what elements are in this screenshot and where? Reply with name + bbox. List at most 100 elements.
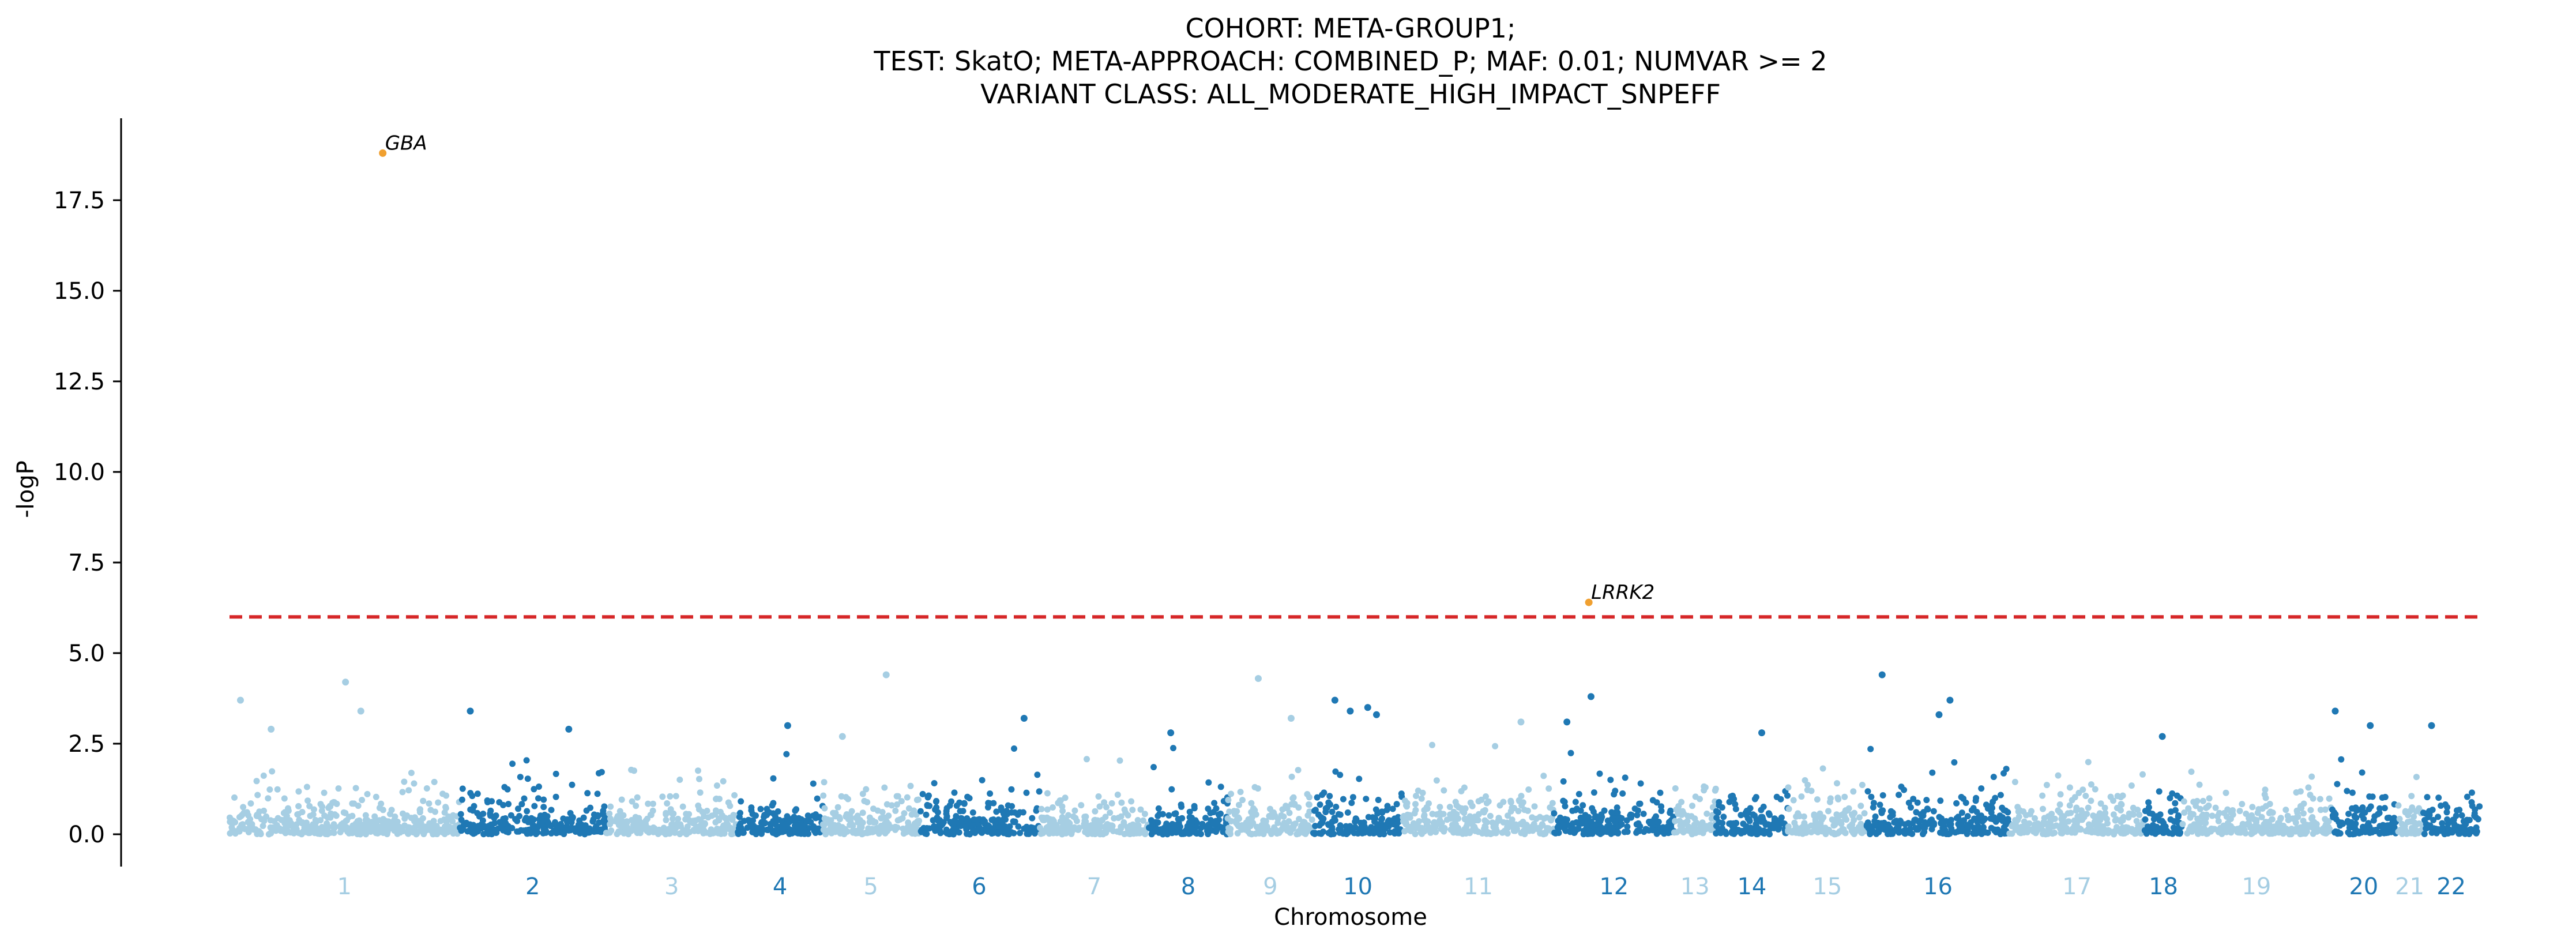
data-point [1452, 818, 1459, 824]
x-tick-label-chr7: 7 [1087, 873, 1101, 900]
data-point [2421, 831, 2428, 837]
data-point [1712, 785, 1719, 792]
data-point [1701, 783, 1708, 790]
data-point [913, 797, 920, 803]
data-point [1288, 773, 1295, 780]
data-point [241, 826, 248, 833]
data-point [1426, 800, 1432, 807]
data-point [1575, 790, 1582, 797]
data-point [2208, 825, 2215, 832]
data-point [1675, 811, 1682, 817]
data-point [1304, 812, 1311, 819]
data-point [1329, 824, 1336, 831]
data-point [1255, 827, 1262, 834]
data-point [1331, 696, 1338, 704]
data-point [1992, 794, 1999, 801]
data-point [1917, 817, 1924, 824]
data-point [820, 792, 827, 799]
data-point [1634, 807, 1641, 814]
y-tick-label: 5.0 [68, 640, 105, 667]
data-point [387, 811, 393, 818]
data-point [1762, 820, 1769, 827]
data-point [1517, 718, 1525, 726]
data-point [1314, 794, 1321, 801]
data-point [1680, 829, 1687, 835]
data-point [1889, 812, 1896, 819]
data-point [438, 828, 445, 835]
data-point [1134, 817, 1141, 823]
data-point [1563, 718, 1571, 726]
data-point [371, 813, 378, 820]
data-point [1861, 810, 1868, 817]
data-point [1318, 830, 1325, 837]
data-point [2409, 804, 2416, 811]
data-point [1540, 830, 1547, 837]
data-point [719, 812, 725, 819]
data-point [2426, 808, 2432, 815]
data-point [1512, 821, 1519, 828]
data-point [1704, 824, 1711, 831]
data-point [596, 819, 603, 826]
data-point [1372, 806, 1379, 813]
data-point [1637, 780, 1644, 787]
data-point [832, 809, 839, 816]
data-point [969, 823, 976, 829]
data-point [2021, 818, 2028, 825]
x-tick-label-chr1: 1 [337, 873, 352, 900]
data-point [901, 810, 908, 817]
data-point [368, 824, 375, 831]
data-point [1186, 814, 1193, 821]
data-point [2275, 820, 2281, 827]
data-point [2360, 823, 2366, 830]
data-point [2190, 798, 2197, 805]
data-point [1398, 790, 1405, 797]
data-point [811, 827, 818, 834]
data-point [748, 804, 755, 811]
data-point [331, 824, 338, 831]
data-point [355, 803, 362, 809]
data-point [1697, 824, 1704, 831]
data-point [1870, 804, 1876, 811]
data-point [828, 830, 835, 837]
data-point [1790, 797, 1797, 804]
data-point [695, 767, 701, 774]
data-point [1848, 823, 1855, 830]
data-point [1505, 812, 1511, 819]
data-point [2196, 781, 2203, 788]
data-point [457, 811, 464, 818]
data-point [1859, 782, 1866, 788]
data-point [501, 783, 508, 790]
data-point [1834, 794, 1841, 801]
data-point [1856, 825, 1863, 832]
data-point [2172, 800, 2179, 807]
data-point [1107, 809, 1114, 816]
data-point [277, 827, 284, 834]
data-point [667, 793, 674, 800]
data-point [1059, 823, 1066, 830]
data-point [1129, 807, 1136, 813]
data-point [1990, 774, 1997, 781]
data-point [327, 814, 334, 821]
data-point [803, 818, 810, 825]
data-point [1930, 808, 1937, 815]
data-point [2253, 817, 2260, 823]
data-point [327, 829, 334, 836]
data-point [1363, 796, 1370, 803]
data-point [268, 725, 275, 733]
data-point [1059, 803, 1066, 810]
data-point [2382, 794, 2389, 800]
data-point [1590, 789, 1597, 796]
data-point [764, 805, 770, 812]
data-point [2051, 830, 2058, 836]
data-point [2118, 807, 2124, 813]
data-point [2352, 813, 2359, 820]
data-point [1714, 809, 1721, 816]
data-point [1433, 777, 1440, 784]
data-point [1604, 817, 1611, 824]
data-point [1031, 830, 1038, 837]
data-point [2157, 811, 2164, 818]
data-point [1017, 830, 1024, 837]
data-point [2241, 827, 2248, 834]
data-point [731, 792, 738, 798]
data-point [349, 826, 356, 833]
